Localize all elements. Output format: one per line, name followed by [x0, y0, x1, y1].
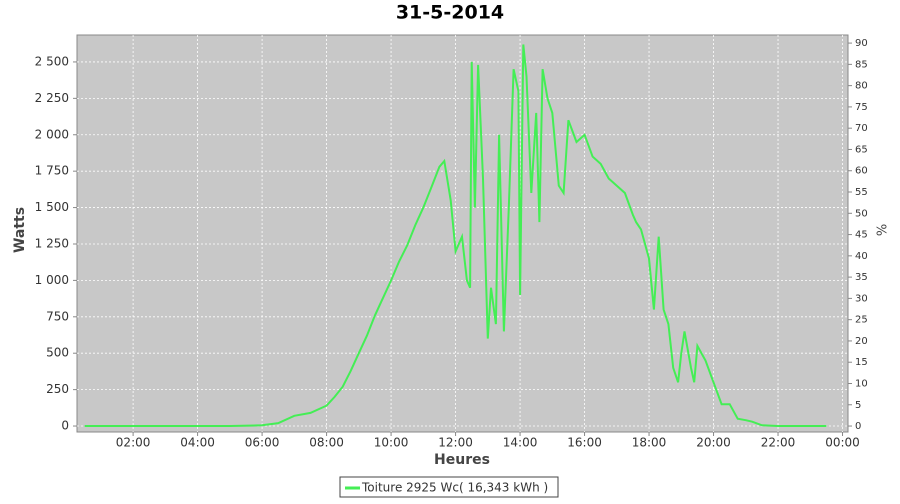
y2-axis-title: % [876, 224, 891, 236]
y2-tick-label: 70 [855, 123, 868, 134]
y2-tick-label: 30 [855, 293, 868, 304]
y2-tick-label: 10 [855, 378, 868, 389]
data-line [84, 44, 827, 427]
y2-tick-label: 15 [855, 357, 868, 368]
x-tick-label: 02:00 [116, 436, 151, 450]
legend-box [339, 476, 559, 498]
x-tick-label: 14:00 [503, 436, 538, 450]
y2-tick-label: 35 [855, 272, 868, 283]
y2-tick-label: 80 [855, 81, 868, 92]
y-tick-label: 750 [46, 309, 69, 323]
y-tick-label: 1 750 [35, 164, 69, 178]
x-tick-label: 10:00 [374, 436, 409, 450]
x-tick-label: 08:00 [309, 436, 344, 450]
y-tick-label: 0 [61, 419, 69, 433]
x-tick-label: 00:00 [825, 436, 860, 450]
x-tick-label: 22:00 [761, 436, 796, 450]
y-tick-label: 1 250 [35, 236, 69, 250]
y2-tick-label: 0 [855, 421, 861, 432]
x-tick-label: 16:00 [567, 436, 602, 450]
y2-tick-label: 25 [855, 315, 868, 326]
y-axis-title: Watts [12, 207, 28, 253]
x-tick-label: 06:00 [245, 436, 280, 450]
y-tick-label: 2 000 [35, 127, 69, 141]
y-tick-label: 1 000 [35, 273, 69, 287]
y-tick-label: 250 [46, 382, 69, 396]
y-tick-label: 1 500 [35, 200, 69, 214]
y2-tick-label: 90 [855, 38, 868, 49]
chart-title: 31-5-2014 [396, 2, 504, 24]
y2-tick-label: 20 [855, 336, 868, 347]
y2-tick-label: 85 [855, 59, 868, 70]
y2-tick-label: 5 [855, 400, 861, 411]
legend-label: Toiture 2925 Wc( 16,343 kWh ) [361, 481, 548, 495]
y2-tick-label: 55 [855, 187, 868, 198]
x-axis-title: Heures [434, 452, 490, 468]
x-tick-label: 04:00 [180, 436, 215, 450]
x-tick-label: 20:00 [696, 436, 731, 450]
y-tick-label: 500 [46, 346, 69, 360]
y2-tick-label: 50 [855, 208, 868, 219]
y2-tick-label: 60 [855, 166, 868, 177]
y2-tick-label: 45 [855, 230, 868, 241]
y2-tick-label: 75 [855, 102, 868, 113]
y2-tick-label: 40 [855, 251, 868, 262]
y-tick-label: 2 250 [35, 91, 69, 105]
y2-tick-label: 65 [855, 144, 868, 155]
x-tick-label: 18:00 [632, 436, 667, 450]
y-tick-label: 2 500 [35, 54, 69, 68]
x-tick-label: 12:00 [438, 436, 473, 450]
